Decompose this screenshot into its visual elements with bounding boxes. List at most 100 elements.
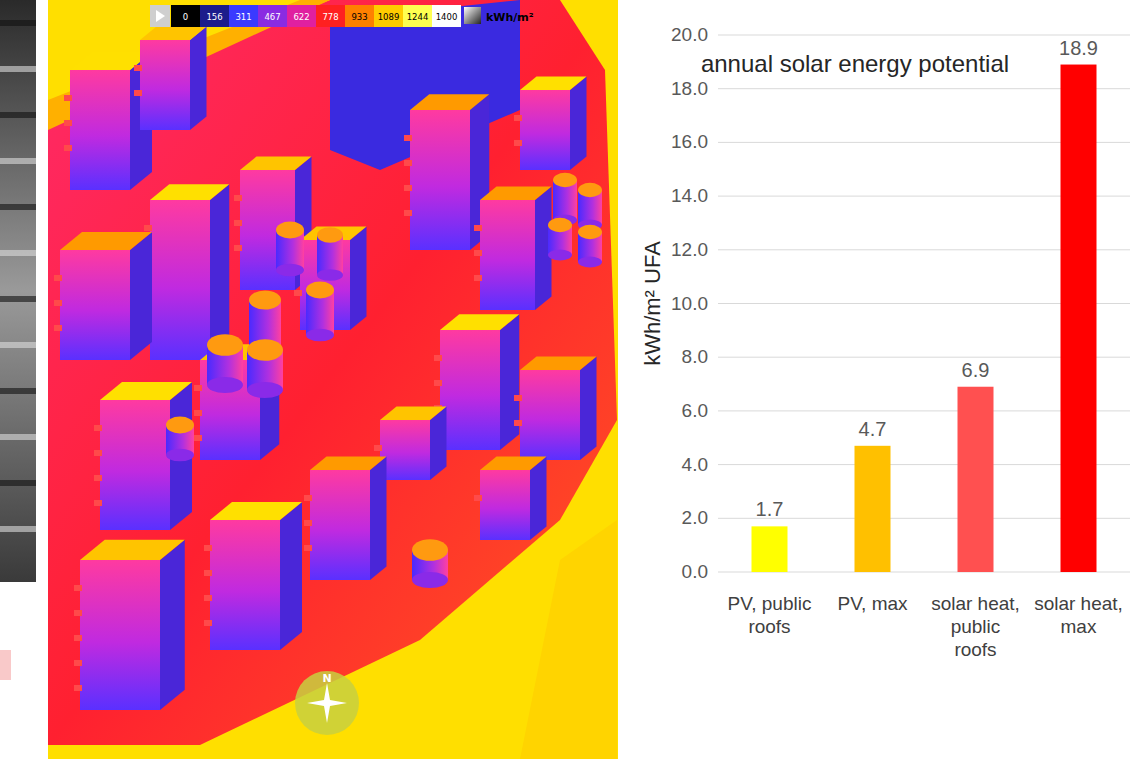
building-front (480, 200, 535, 310)
photo-detail (0, 112, 36, 118)
balcony (54, 325, 62, 331)
tower-base (247, 382, 283, 398)
tower-base (306, 329, 334, 342)
photo-strip (0, 0, 36, 582)
photo-detail (0, 342, 36, 348)
building-side (130, 232, 152, 360)
tower-base (578, 257, 602, 268)
tower-roof (247, 339, 283, 361)
balcony (74, 660, 82, 666)
building-roof (100, 382, 192, 400)
balcony (404, 160, 412, 166)
tower-base (548, 250, 572, 261)
balcony (94, 425, 102, 431)
photo-edge (0, 650, 11, 680)
building-front (440, 330, 500, 450)
tower-roof (166, 417, 194, 434)
y-axis-title: kWh/m² UFA (640, 241, 665, 366)
ground-patch (520, 520, 617, 759)
building-roof (150, 184, 229, 200)
tower-roof (207, 334, 243, 356)
balcony (54, 275, 62, 281)
colorbar-cell (229, 5, 258, 27)
building-roof (520, 357, 597, 371)
x-tick-line: roofs (748, 616, 790, 637)
balcony (474, 225, 482, 231)
colorbar-label: 311 (235, 12, 251, 22)
compass (295, 671, 359, 735)
plaza (48, 0, 617, 745)
building-roof (380, 407, 447, 421)
balcony (74, 635, 82, 641)
photo-detail (0, 158, 36, 164)
building-front (380, 420, 430, 480)
building-roof (410, 94, 489, 110)
colorbar-icon (464, 7, 481, 24)
building-roof (480, 187, 552, 201)
balcony (304, 495, 312, 501)
balcony (74, 585, 82, 591)
photo-detail (0, 204, 36, 210)
play-icon (156, 10, 165, 22)
compass-star (307, 683, 347, 723)
bar (752, 526, 788, 572)
building-side (570, 77, 587, 171)
tower-roof (412, 539, 448, 561)
data-label: 4.7 (859, 418, 887, 440)
bar (855, 446, 891, 572)
balcony (294, 290, 302, 296)
x-tick-line: roofs (954, 639, 996, 660)
tower-base (207, 377, 243, 393)
ground (48, 0, 618, 759)
photo-detail (0, 250, 36, 256)
balcony (234, 195, 242, 201)
x-tick-line: solar heat, (931, 593, 1020, 614)
colorbar-cell (403, 5, 432, 27)
building-roof (70, 52, 152, 70)
balcony (434, 355, 442, 361)
building-front (150, 200, 210, 360)
balcony (404, 185, 412, 191)
bar (958, 387, 994, 572)
balcony (144, 225, 152, 231)
colorbar-cell (200, 5, 229, 27)
balcony (474, 275, 482, 281)
balcony (474, 495, 482, 501)
building-side (210, 184, 229, 360)
balcony (94, 450, 102, 456)
photo-detail (0, 388, 36, 394)
render-scene (48, 0, 618, 759)
building-front (520, 370, 580, 460)
colorbar-unit: kWh/m² (486, 11, 534, 24)
compass-label: N (322, 672, 331, 685)
photo-detail (0, 66, 36, 72)
y-tick-label: 12.0 (671, 239, 708, 260)
building-front (60, 250, 130, 360)
building-side (350, 227, 367, 331)
data-label: 18.9 (1059, 37, 1098, 59)
balcony (374, 445, 382, 451)
x-tick-label: solar heat,max (1034, 593, 1123, 637)
building-front (100, 400, 170, 530)
balcony (204, 570, 212, 576)
building-side (190, 27, 207, 131)
building-roof (440, 314, 519, 330)
colorbar-cell (345, 5, 374, 27)
building-front (410, 110, 470, 250)
chart-title: annual solar energy potential (701, 50, 1009, 77)
building-side (580, 357, 597, 461)
colorbar-cell (432, 5, 461, 27)
building-front (140, 40, 190, 130)
x-tick-line: solar heat, (1034, 593, 1123, 614)
balcony (234, 245, 242, 251)
y-tick-label: 6.0 (682, 400, 708, 421)
colorbar-cell (316, 5, 345, 27)
balcony (514, 115, 522, 121)
tower-roof (578, 225, 602, 239)
balcony (194, 435, 202, 441)
x-tick-label: PV, publicroofs (728, 593, 812, 637)
play-button (150, 5, 170, 27)
building-front (520, 90, 570, 170)
y-tick-label: 4.0 (682, 454, 708, 475)
tower-base (412, 572, 448, 588)
